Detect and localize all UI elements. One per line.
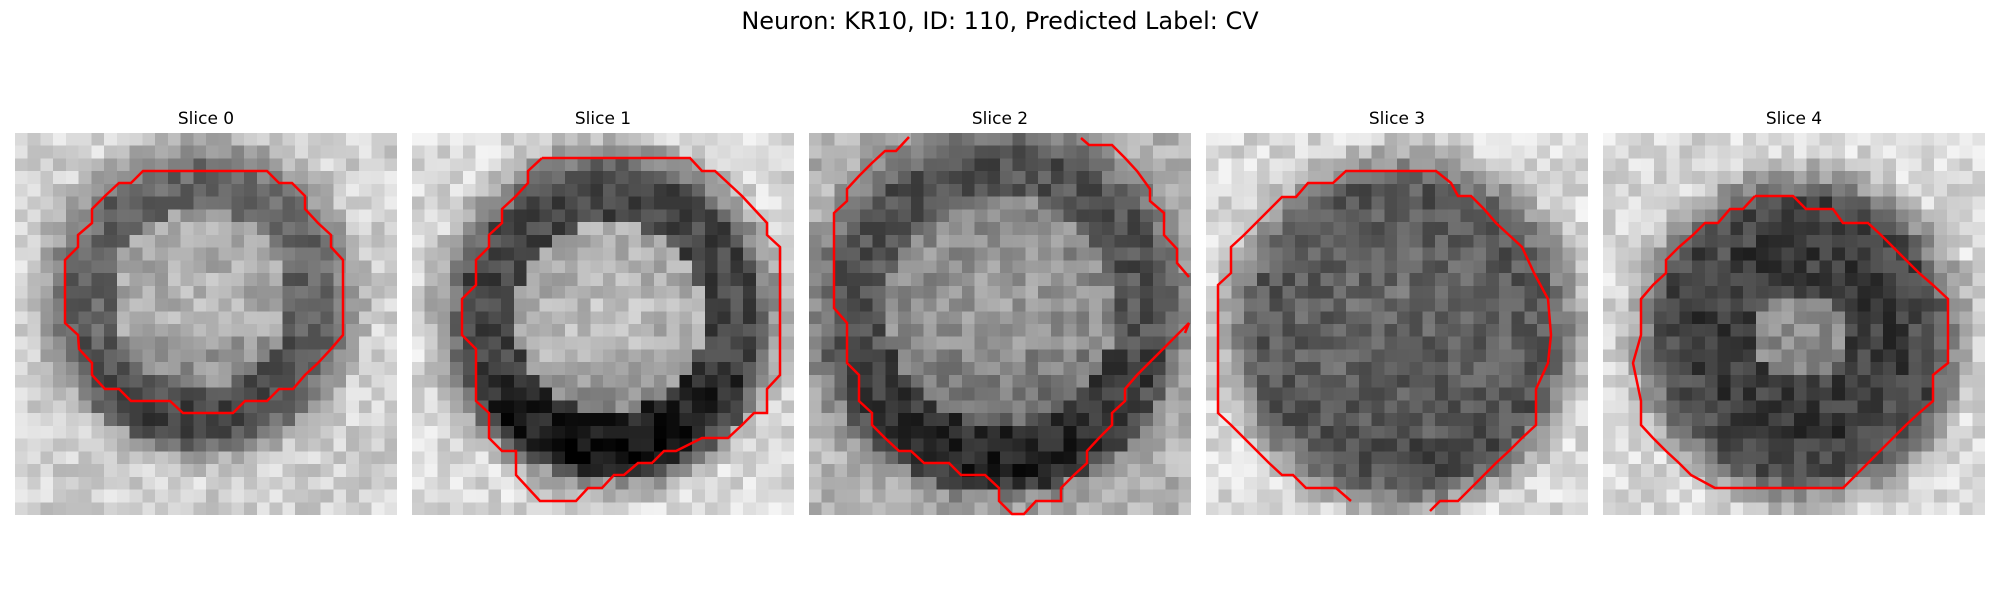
- cell-contour: [460, 156, 782, 503]
- slice-panel-2: Slice 2: [809, 108, 1191, 516]
- cell-contour: [1080, 137, 1190, 278]
- contour-overlay: [832, 136, 1191, 516]
- cell-contour: [1631, 194, 1950, 490]
- cell-contour: [63, 169, 345, 415]
- contour-overlay: [1216, 169, 1553, 512]
- slice-title: Slice 3: [1368, 109, 1426, 129]
- cell-contour: [832, 136, 1191, 516]
- cell-contour: [1216, 169, 1553, 512]
- slice-image: [1206, 133, 1588, 515]
- slice-panel-1: Slice 1: [412, 108, 794, 515]
- slice-title: Slice 2: [971, 109, 1029, 129]
- slice-title: Slice 0: [177, 109, 235, 129]
- contour-overlay: [460, 156, 782, 503]
- contour-overlay: [1631, 194, 1950, 490]
- slice-title: Slice 4: [1765, 109, 1823, 129]
- slice-panel-0: Slice 0: [15, 108, 397, 515]
- figure-title: Neuron: KR10, ID: 110, Predicted Label: …: [741, 7, 1259, 35]
- contour-overlay: [63, 169, 345, 415]
- slice-image: [412, 133, 794, 515]
- slice-image: [809, 133, 1191, 515]
- slice-panel-4: Slice 4: [1603, 108, 1985, 515]
- slice-image: [15, 133, 397, 515]
- slice-title: Slice 1: [574, 109, 632, 129]
- slice-panel-3: Slice 3: [1206, 108, 1588, 515]
